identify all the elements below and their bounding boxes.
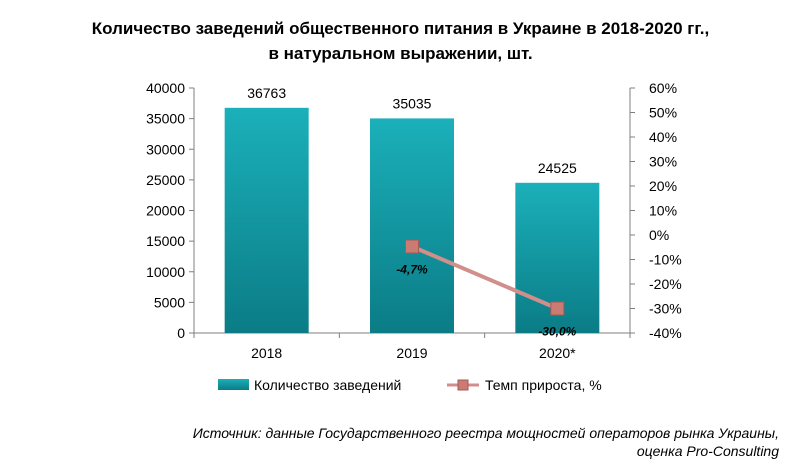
chart-title-line-1: Количество заведений общественного питан… <box>91 19 710 38</box>
left-axis-tick-label: 25000 <box>146 172 185 188</box>
left-axis-tick-label: 5000 <box>154 294 185 310</box>
growth-marker <box>405 239 419 254</box>
data-labels: 36763 35035 24525 -4,7% -30,0% <box>247 85 577 339</box>
source-line-2: оценка Pro-Consulting <box>636 443 779 459</box>
right-axis-tick-label: 60% <box>649 80 677 96</box>
bar-data-label: 35035 <box>393 95 432 111</box>
chart-title: Количество заведений общественного питан… <box>0 16 801 66</box>
growth-data-label: -4,7% <box>396 263 428 277</box>
right-axis-tick-label: -10% <box>649 252 682 268</box>
right-axis-tick-label: 10% <box>649 203 677 219</box>
bar <box>370 118 454 334</box>
left-axis-tick-label: 30000 <box>146 141 185 157</box>
axes: 0 5000 10000 15000 20000 25000 30000 35000 40000… <box>146 80 682 361</box>
line-series <box>405 239 565 316</box>
legend-line-marker <box>457 379 469 391</box>
bar-data-label: 36763 <box>247 85 286 101</box>
bars <box>224 107 600 334</box>
bar-data-label: 24525 <box>538 160 577 176</box>
left-axis-tick-label: 20000 <box>146 203 185 219</box>
right-axis-tick-label: -30% <box>649 301 682 317</box>
growth-line <box>411 244 559 311</box>
right-axis-tick-label: -40% <box>649 325 682 341</box>
legend-line-label: Темп прироста, % <box>485 377 602 393</box>
right-axis-tick-label: 30% <box>649 154 677 170</box>
legend-bar-label: Количество заведений <box>254 377 401 393</box>
left-axis-tick-label: 0 <box>177 325 185 341</box>
growth-marker <box>550 301 565 316</box>
chart-title-line-2: в натуральном выражении, шт. <box>268 44 533 63</box>
x-axis-tick-label: 2018 <box>251 345 282 361</box>
right-axis-tick-label: 0% <box>649 227 669 243</box>
left-axis-tick-label: 35000 <box>146 111 185 127</box>
source-note: Источник: данные Государственного реестр… <box>193 424 779 460</box>
x-axis-tick-label: 2019 <box>396 345 427 361</box>
left-axis-tick-label: 40000 <box>146 80 185 96</box>
legend: Количество заведений Темп прироста, % <box>218 377 602 393</box>
right-axis-tick-label: 20% <box>649 178 677 194</box>
growth-data-label: -30,0% <box>538 325 576 339</box>
left-axis-tick-label: 10000 <box>146 264 185 280</box>
x-axis-tick-label: 2020* <box>539 345 576 361</box>
right-axis-tick-label: 50% <box>649 105 677 121</box>
bar <box>224 107 309 333</box>
right-axis-tick-label: -20% <box>649 276 682 292</box>
source-line-1: Источник: данные Государственного реестр… <box>192 425 779 441</box>
left-axis-tick-label: 15000 <box>146 233 185 249</box>
legend-bar-swatch <box>218 379 249 390</box>
right-axis-tick-label: 40% <box>649 129 677 145</box>
